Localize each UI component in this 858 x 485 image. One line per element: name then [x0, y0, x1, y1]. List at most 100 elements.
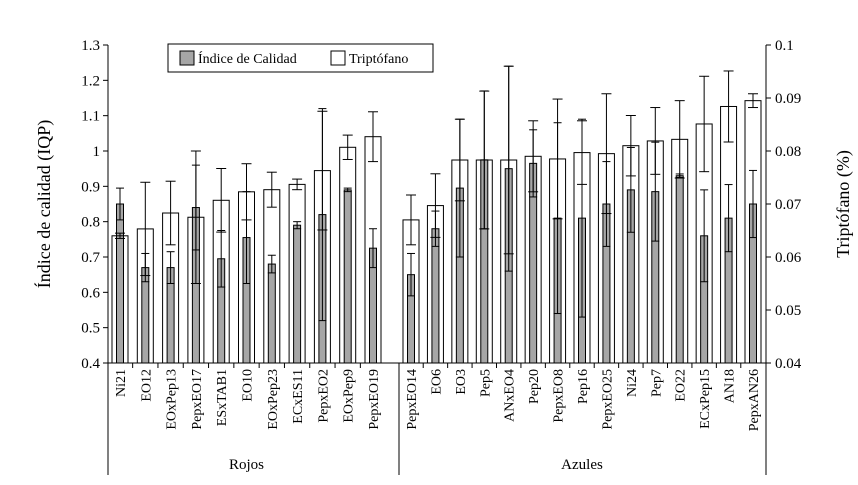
bar-quality-index-ni21: [116, 203, 124, 364]
error-bar-quality-index-ecxes11: [293, 221, 302, 230]
legend-label-quality-index: Índice de Calidad: [198, 50, 297, 67]
error-bar-tryptophan-eo22: [674, 100, 685, 179]
bar-quality-index-eoxpep9: [343, 189, 352, 364]
error-bar-tryptophan-ni21: [115, 232, 125, 239]
x-tick-label-eo10: EO10: [241, 369, 256, 402]
y-tick-label-left: 1.2: [81, 73, 100, 89]
error-bar-tryptophan-eoxpep9: [342, 134, 353, 160]
error-bar-quality-index-eo12: [141, 252, 150, 283]
x-tick-label-eoxpep13: EOxPep13: [165, 369, 180, 430]
x-tick-label-pep5: Pep5: [478, 369, 493, 397]
error-bar-quality-index-eoxpep13: [166, 251, 175, 284]
error-bar-quality-index-ni21: [116, 187, 124, 221]
error-bar-quality-index-ni24: [626, 146, 635, 233]
x-tick-label-eo22: EO22: [674, 369, 689, 402]
error-bar-tryptophan-ecxes11: [292, 178, 303, 191]
error-bar-tryptophan-eoxpep13: [165, 180, 176, 246]
error-bar-quality-index-eoxpep23: [267, 254, 276, 274]
y-tick-label-left: 0.9: [81, 179, 100, 195]
bar-quality-index-eo6: [431, 228, 440, 364]
y-tick-label-right: 0.06: [775, 250, 802, 266]
y-tick-label-left: 0.5: [81, 321, 100, 337]
error-bar-tryptophan-pepxeo14: [406, 194, 416, 246]
error-bar-quality-index-pep7: [651, 141, 660, 242]
legend: Índice de Calidad Triptófano: [167, 43, 434, 73]
y-tick-label-right: 0.05: [775, 303, 801, 319]
bar-quality-index-ecxes11: [293, 224, 302, 364]
legend-box: [167, 43, 434, 73]
y-tick-label-right: 0.08: [775, 144, 801, 160]
error-bar-tryptophan-pepxan26: [748, 93, 758, 109]
error-bar-quality-index-pep5: [480, 90, 489, 230]
x-tick-label-eoxpep9: EOxPep9: [342, 369, 357, 423]
y-tick-label-left: 0.8: [81, 215, 100, 231]
error-bar-quality-index-eo3: [455, 118, 464, 258]
x-tick-label-eo3: EO3: [454, 369, 469, 395]
x-tick-label-ecxes11: ECxES11: [291, 369, 306, 424]
y-tick-label-left: 0.6: [81, 285, 100, 301]
x-tick-label-ecxpep15: ECxPep15: [698, 369, 713, 429]
y-axis-title-right: Triptófano (%): [833, 150, 854, 258]
error-bar-quality-index-pepxeo17: [191, 164, 200, 251]
error-bar-quality-index-an18: [724, 184, 733, 253]
error-bar-quality-index-pepxeo19: [369, 228, 377, 269]
x-tick-label-pepxan26: PepxAN26: [747, 369, 762, 431]
x-tick-label-pep16: Pep16: [576, 369, 591, 404]
bar-quality-index-eoxpep23: [267, 263, 276, 364]
x-tick-label-pep20: Pep20: [527, 369, 542, 404]
axes: 0.4 0.5 0.6 0.7 0.8 0.9 1 1.1 1.2 1.3 0.04 0.05 0.06…: [81, 38, 802, 475]
error-bar-quality-index-pep20: [529, 129, 538, 198]
x-tick-label-pepxeo19: PepxEO19: [367, 369, 382, 430]
y-axis-title-left: Índice de calidad (IQP): [33, 120, 55, 288]
x-tick-label-pepxeo17: PepxEO17: [190, 369, 205, 430]
error-bar-quality-index-ecxpep15: [700, 189, 709, 283]
error-bar-tryptophan-eoxpep23: [266, 171, 277, 208]
error-bar-quality-index-pepxeo2: [318, 108, 327, 322]
x-tick-label-pep7: Pep7: [649, 369, 664, 397]
quality-index-bars: [116, 159, 757, 364]
error-bar-quality-index-esxtab1: [217, 230, 226, 288]
y-tick-label-right: 0.04: [775, 356, 802, 372]
x-tick-label-ni24: Ni24: [625, 369, 640, 397]
y-tick-label-left: 1.3: [81, 38, 100, 54]
error-bar-quality-index-anxeo4: [504, 65, 513, 272]
group-label-azules: Azules: [561, 457, 603, 473]
bar-quality-index-eo22: [675, 175, 684, 364]
error-bar-quality-index-pepxeo25: [602, 161, 611, 247]
x-tick-label-pepxeo25: PepxEO25: [600, 369, 615, 430]
error-bar-quality-index-eo6: [431, 210, 440, 247]
x-tick-label-pepxeo14: PepxEO14: [405, 369, 420, 430]
x-tick-label-ni21: Ni21: [114, 369, 129, 397]
quality-index-error-bars: [116, 65, 757, 322]
x-tick-label-an18: AN18: [723, 369, 738, 403]
legend-label-tryptophan: Triptófano: [349, 52, 408, 67]
error-bar-quality-index-pepxan26: [749, 169, 757, 239]
error-bar-quality-index-eoxpep9: [343, 187, 352, 193]
x-tick-label-anxeo4: ANxEO4: [503, 369, 518, 422]
y-tick-label-left: 0.4: [81, 356, 100, 372]
error-bar-quality-index-pepxeo14: [407, 252, 415, 297]
error-bar-quality-index-eo22: [675, 173, 684, 178]
x-tick-label-eo12: EO12: [139, 369, 154, 402]
y-tick-label-left: 1.1: [81, 109, 100, 125]
y-tick-label-left: 1: [93, 144, 101, 160]
x-tick-label-pepxeo2: PepxEO2: [316, 369, 331, 423]
legend-swatch-quality-index: [179, 50, 195, 66]
error-bar-quality-index-pepxeo8: [553, 122, 562, 315]
group-label-rojos: Rojos: [229, 457, 264, 473]
x-tick-label-pepxeo8: PepxEO8: [552, 369, 567, 423]
error-bar-quality-index-pep16: [578, 118, 586, 318]
legend-swatch-tryptophan: [330, 50, 346, 66]
x-tick-label-eo6: EO6: [429, 369, 444, 395]
error-bar-tryptophan-pepxeo19: [368, 111, 378, 163]
x-tick-label-eoxpep23: EOxPep23: [266, 369, 281, 430]
y-tick-label-right: 0.09: [775, 91, 801, 107]
error-bar-quality-index-eo10: [242, 191, 251, 284]
error-bar-tryptophan-an18: [723, 70, 734, 143]
y-tick-label-left: 0.7: [81, 250, 100, 266]
y-tick-label-right: 0.1: [775, 38, 794, 54]
error-bar-tryptophan-ecxpep15: [699, 75, 710, 173]
y-tick-label-right: 0.07: [775, 197, 802, 213]
x-tick-label-esxtab1: ESxTAB1: [215, 369, 230, 426]
